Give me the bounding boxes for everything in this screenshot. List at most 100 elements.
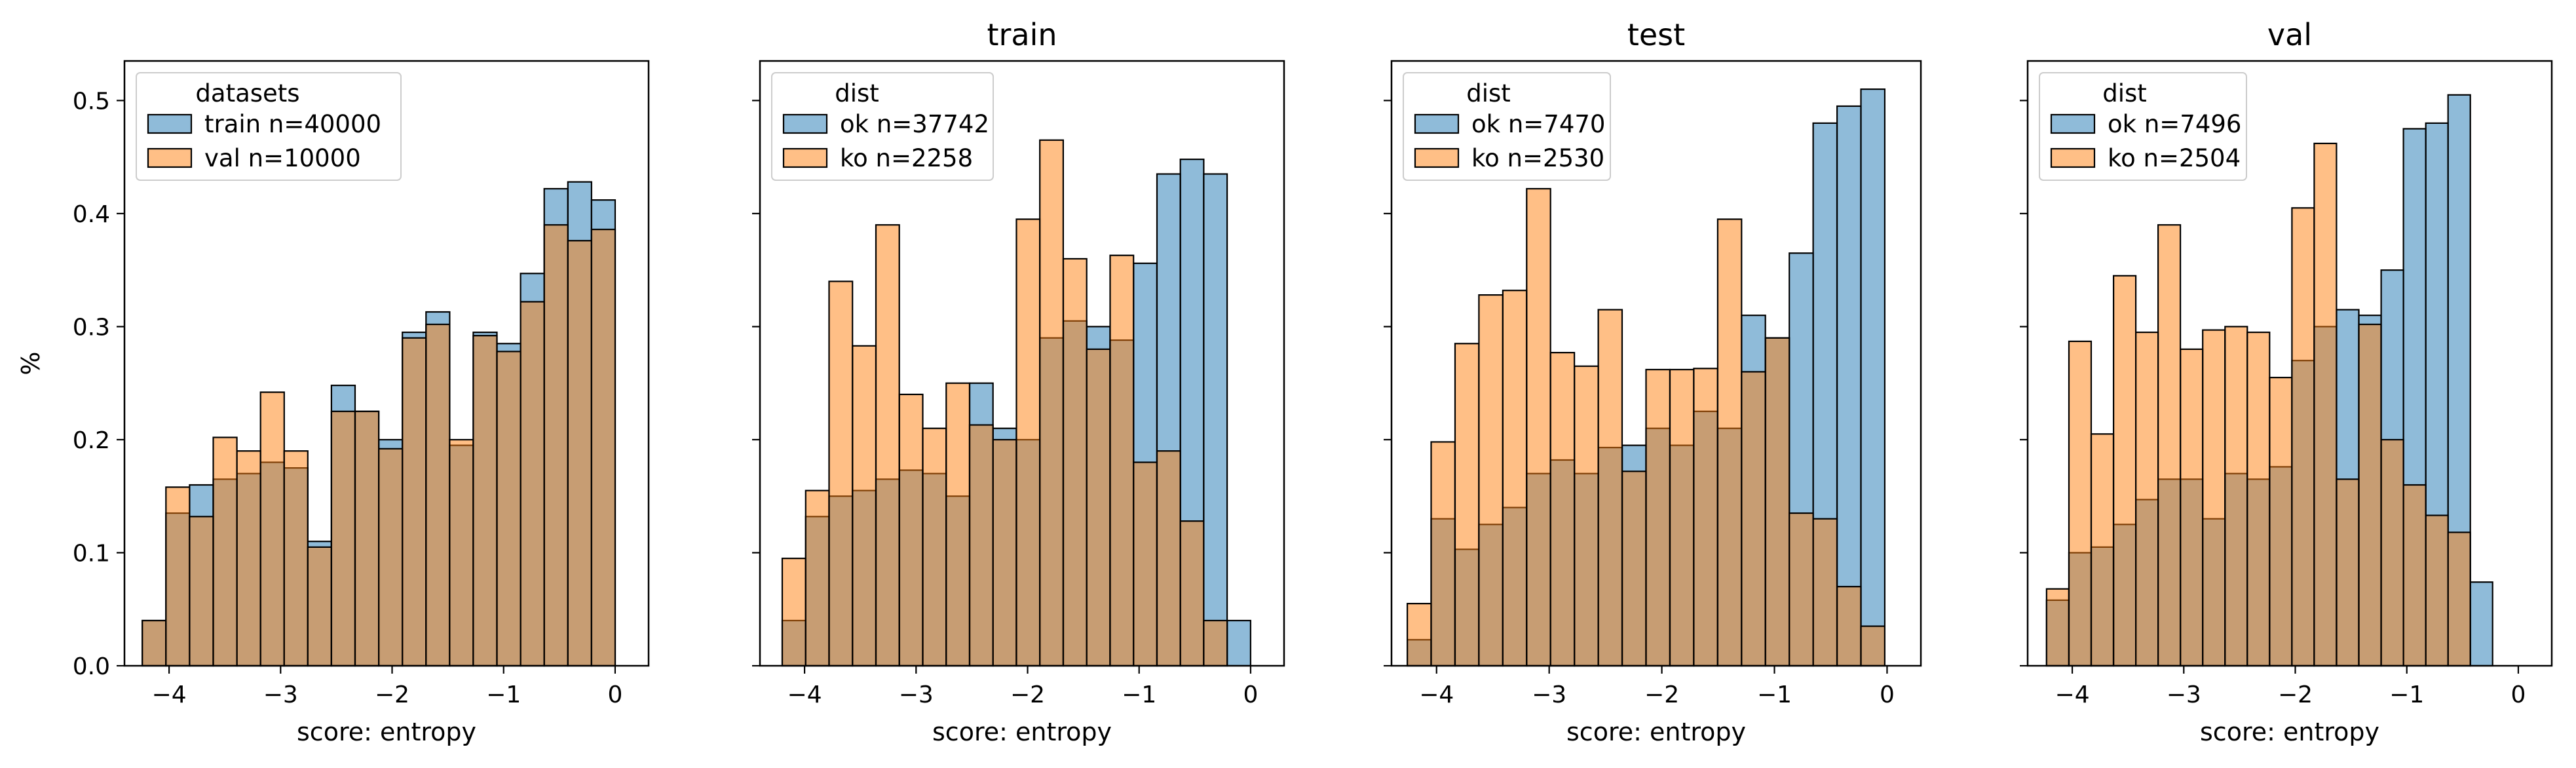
legend-entry-label: train n=40000 <box>204 110 381 138</box>
bar-second-series-bin-9 <box>1597 309 1623 667</box>
bar-second-series-bin-5 <box>236 450 261 667</box>
bar-second-series-bin-6 <box>259 391 285 667</box>
bar-second-series-bin-2 <box>2068 340 2093 667</box>
bar-second-series-bin-6 <box>898 393 924 667</box>
bar-second-series-bin-13 <box>1693 368 1718 667</box>
histogram-panel-3: −4 −3 −2 −1 0 score: entropy test dist ok n=7470… <box>1384 17 1922 746</box>
bar-second-series-bin-16 <box>1133 461 1158 667</box>
panel-title: train <box>987 17 1057 52</box>
bar-second-series-bin-4 <box>852 345 877 667</box>
bar-second-series-bin-12 <box>1669 368 1695 667</box>
legend-title: dist <box>835 79 879 107</box>
bar-second-series-bin-4 <box>212 436 238 667</box>
x-tick-label: −3 <box>2167 682 2201 708</box>
x-tick-label: −2 <box>1010 682 1045 708</box>
bar-second-series-bin-15 <box>2358 323 2382 667</box>
bar-second-series-bin-2 <box>805 490 830 667</box>
x-tick-label: −3 <box>1532 682 1566 708</box>
legend-entry-label: ok n=7496 <box>2108 110 2241 138</box>
bar-second-series-bin-17 <box>520 301 545 667</box>
bar-second-series-bin-16 <box>496 351 521 667</box>
bar-second-series-bin-14 <box>2336 478 2360 667</box>
x-tick-label: −1 <box>1122 682 1156 708</box>
x-tick-label: −1 <box>1757 682 1792 708</box>
bar-second-series-bin-11 <box>1645 368 1671 667</box>
x-tick-label: −2 <box>2278 682 2313 708</box>
y-tick-label: 0.5 <box>73 88 110 115</box>
bar-second-series-bin-10 <box>2246 332 2271 667</box>
legend-box <box>136 72 402 181</box>
bar-second-series-bin-7 <box>922 427 947 667</box>
bar-second-series-bin-10 <box>1621 470 1647 667</box>
bar-second-series-bin-1 <box>1407 602 1432 667</box>
bar-second-series-bin-11 <box>2269 376 2293 667</box>
bar-second-series-bin-14 <box>449 438 474 667</box>
histogram-panel-2: −4 −3 −2 −1 0 score: entropy train dist ok n=377… <box>752 17 1285 746</box>
x-axis-label: score: entropy <box>2200 718 2379 746</box>
bar-second-series-bin-2 <box>1430 441 1456 667</box>
bar-second-series-bin-19 <box>1203 619 1228 667</box>
bar-second-series-bin-19 <box>2447 531 2471 667</box>
bar-second-series-bin-5 <box>1502 290 1528 667</box>
axes-frame <box>1390 60 1922 667</box>
x-tick-label: 0 <box>607 682 622 708</box>
x-tick-label: −1 <box>486 682 521 708</box>
bar-second-series-bin-5 <box>875 224 900 667</box>
bar-second-series-bin-8 <box>1574 365 1599 667</box>
legend-title: datasets <box>195 79 299 107</box>
x-tick-label: 0 <box>2510 682 2526 708</box>
axes-frame <box>759 60 1285 667</box>
bar-second-series-bin-8 <box>945 382 971 667</box>
bar-second-series-bin-2 <box>165 486 191 667</box>
bar-second-series-bin-17 <box>1789 512 1814 667</box>
x-tick-label: −4 <box>152 682 187 708</box>
legend-entry-label: ko n=2504 <box>2108 144 2241 172</box>
x-axis-label: score: entropy <box>932 718 1112 746</box>
y-tick-label: 0.2 <box>73 427 110 454</box>
x-tick-label: −3 <box>899 682 934 708</box>
bar-second-series-bin-18 <box>1812 518 1838 667</box>
legend-swatch <box>2050 113 2096 134</box>
bar-second-series-bin-4 <box>2113 275 2137 667</box>
bar-second-series-bin-9 <box>330 410 356 667</box>
bar-second-series-bin-3 <box>189 516 214 667</box>
legend-swatch <box>1414 147 1460 168</box>
x-axis-label: score: entropy <box>297 718 476 746</box>
bar-second-series-bin-12 <box>2291 207 2315 667</box>
legend-entry-label: ko n=2258 <box>840 144 973 172</box>
x-tick-label: −4 <box>1419 682 1454 708</box>
bar-first-series-bin-20 <box>1226 619 1251 667</box>
legend: dist ok n=7496 ko n=2504 <box>2039 72 2247 181</box>
x-axis-label: score: entropy <box>1566 718 1746 746</box>
panel-title: val <box>2267 17 2312 52</box>
bar-second-series-bin-5 <box>2135 332 2159 667</box>
x-tick-label: 0 <box>1880 682 1895 708</box>
x-tick-label: 0 <box>1243 682 1258 708</box>
bar-second-series-bin-1 <box>781 557 806 667</box>
axes-frame <box>123 60 650 667</box>
y-tick-label: 0.4 <box>73 201 110 228</box>
bar-second-series-bin-17 <box>1156 450 1181 667</box>
bar-second-series-bin-7 <box>283 450 309 667</box>
legend: dist ok n=37742 ko n=2258 <box>771 72 994 181</box>
bar-second-series-bin-9 <box>2224 326 2248 667</box>
bar-first-series-bin-20 <box>2469 581 2493 667</box>
bar-second-series-bin-7 <box>2180 348 2204 667</box>
bar-second-series-bin-6 <box>2157 224 2182 667</box>
bar-second-series-bin-18 <box>1179 520 1205 667</box>
x-tick-label: −3 <box>263 682 298 708</box>
bar-second-series-bin-15 <box>472 335 498 667</box>
bar-second-series-bin-14 <box>1716 218 1743 667</box>
bar-second-series-bin-13 <box>425 323 451 667</box>
bar-second-series-bin-20 <box>1860 625 1886 667</box>
bar-second-series-bin-19 <box>567 240 592 667</box>
x-tick-label: −4 <box>787 682 822 708</box>
x-tick-label: −4 <box>2055 682 2090 708</box>
legend: datasets train n=40000 val n=10000 <box>136 72 402 181</box>
legend-swatch <box>147 147 193 168</box>
legend-title: dist <box>1466 79 1511 107</box>
bar-second-series-bin-6 <box>1526 187 1551 667</box>
panel-title: test <box>1627 17 1685 52</box>
bar-second-series-bin-19 <box>1836 586 1862 667</box>
legend-entry-label: val n=10000 <box>204 144 361 172</box>
